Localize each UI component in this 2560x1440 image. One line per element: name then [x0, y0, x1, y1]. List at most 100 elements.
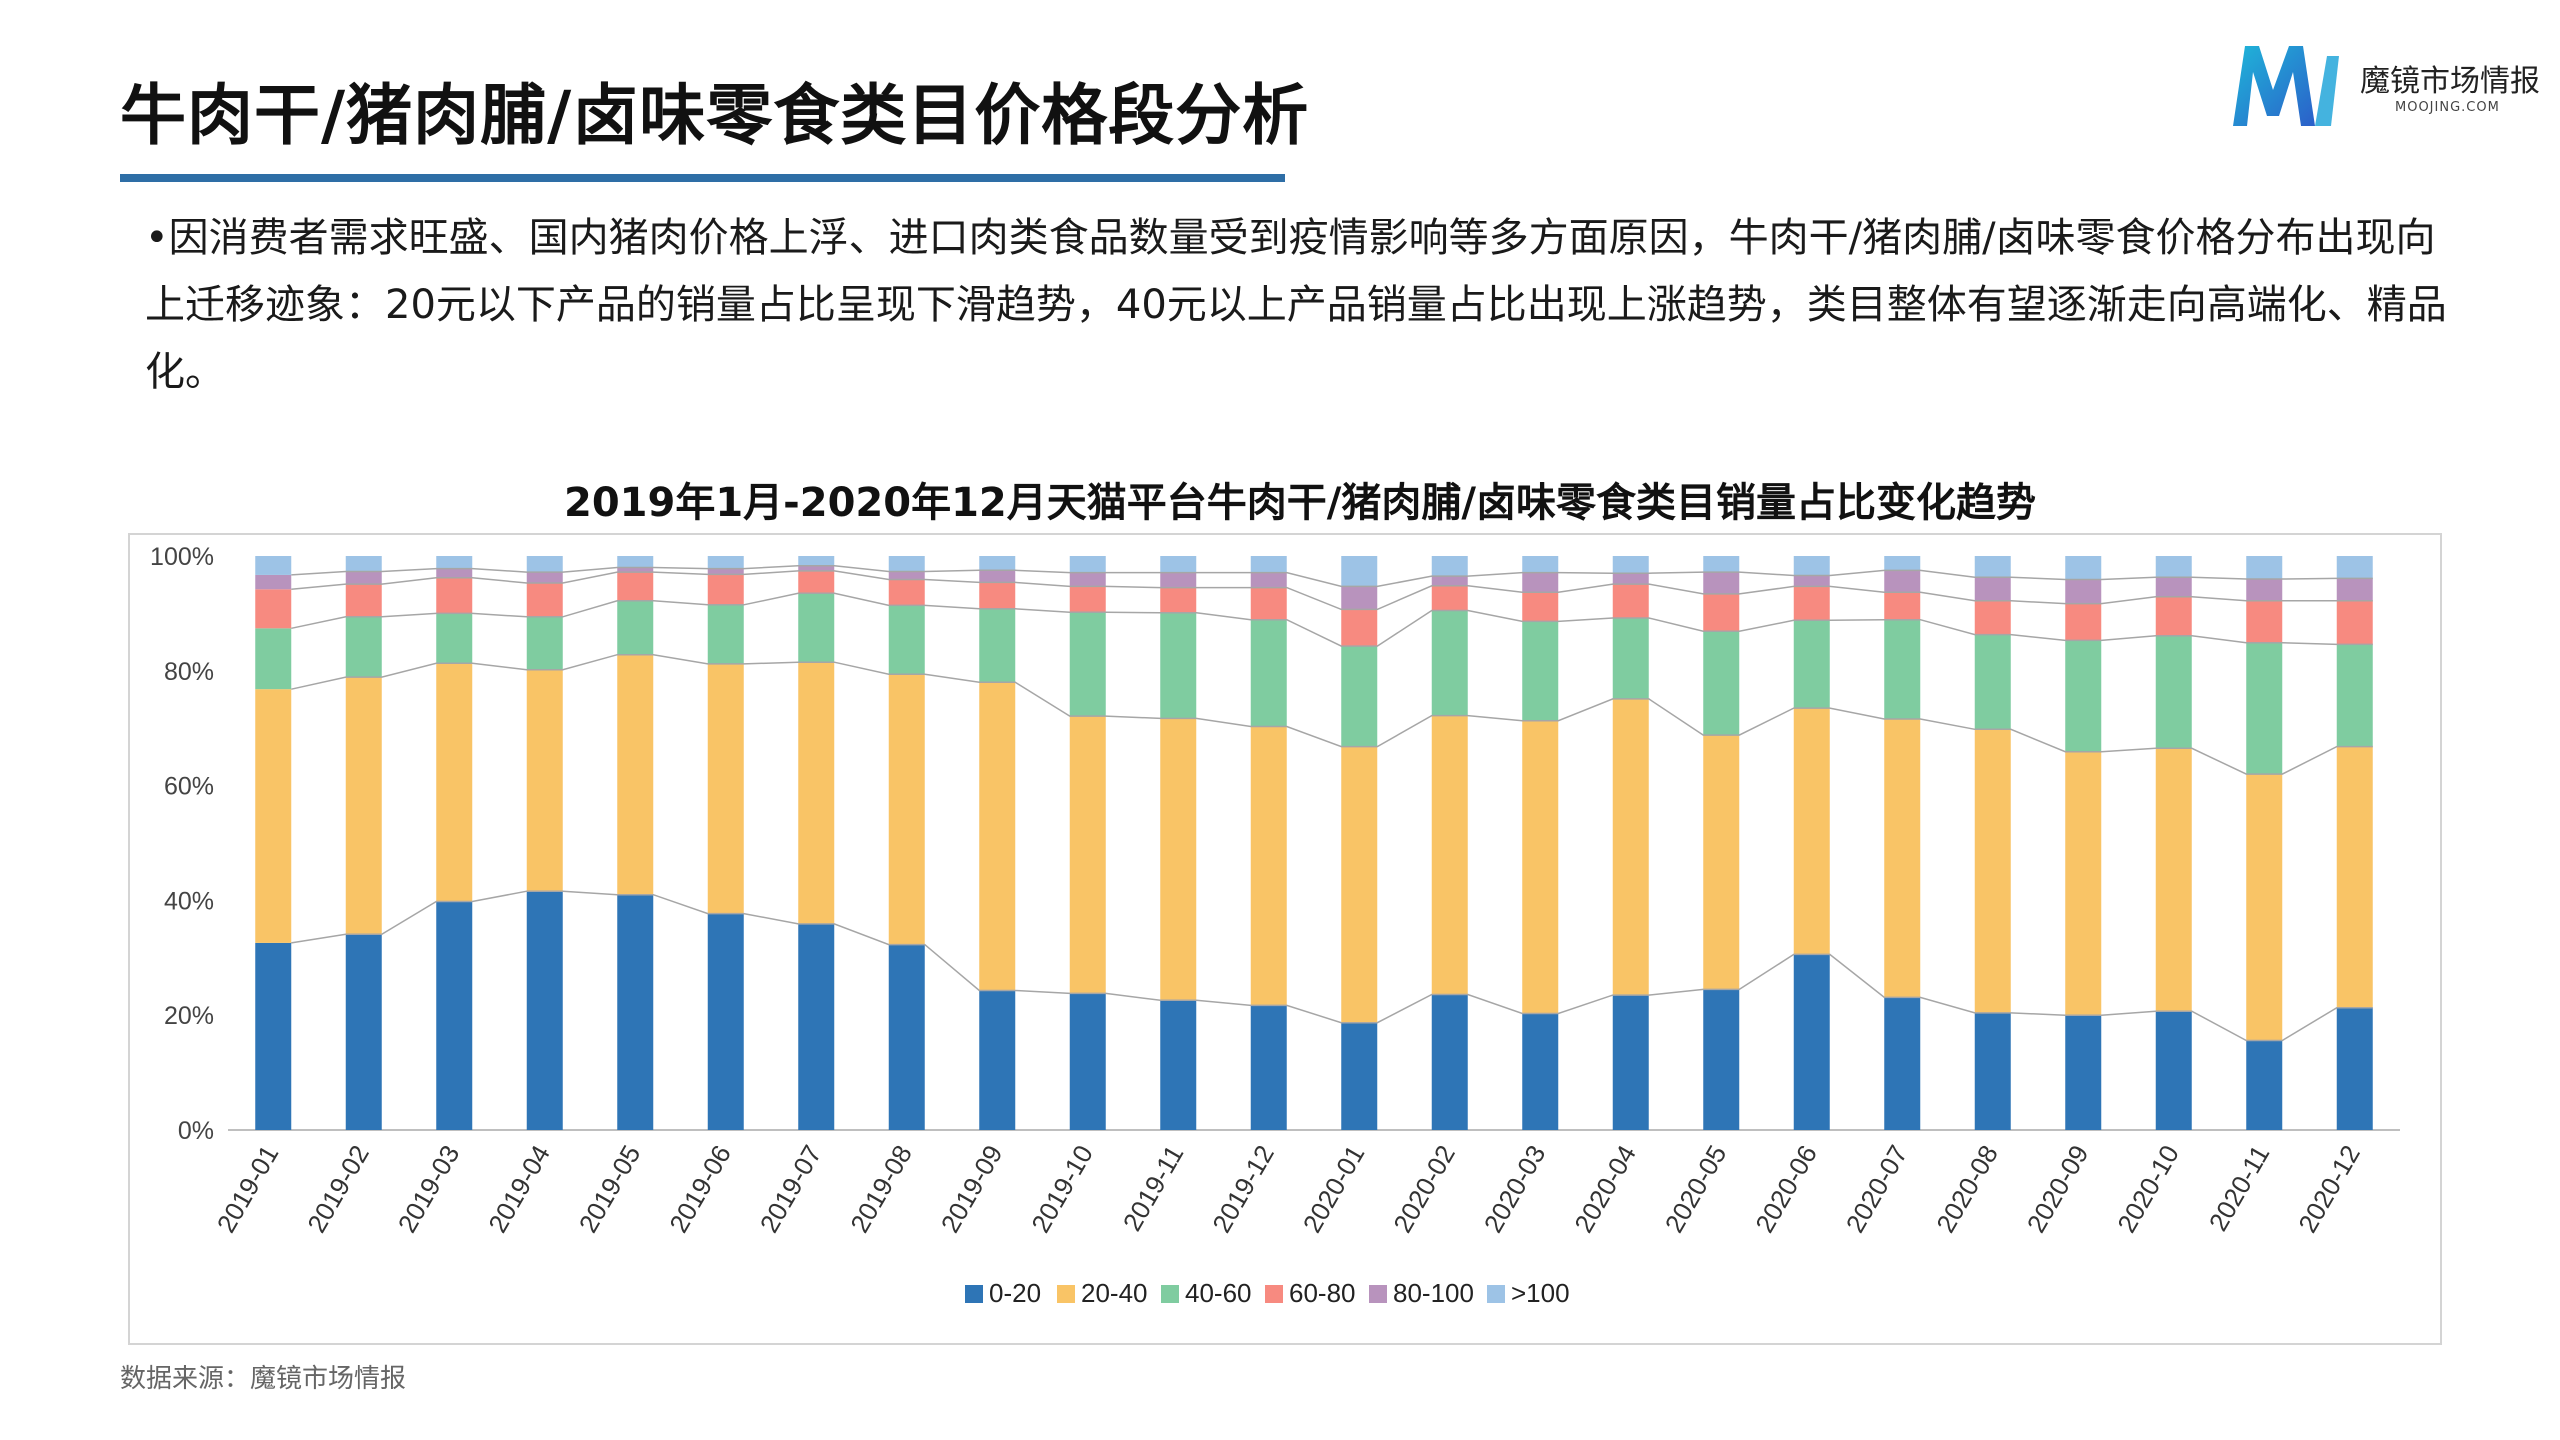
bar-segment-40-60	[979, 608, 1016, 683]
x-tick-label: 2019-06	[663, 1140, 737, 1238]
title-underline	[120, 174, 1285, 182]
bar-segment-0-20	[617, 894, 654, 1130]
bar-segment-gt100	[526, 556, 563, 573]
bar-segment-gt100	[1612, 556, 1649, 574]
bar-segment-40-60	[2246, 642, 2283, 775]
legend-label: >100	[1511, 1278, 1570, 1308]
x-tick-label: 2019-02	[301, 1140, 375, 1238]
source-note: 数据来源：魔镜市场情报	[120, 1364, 407, 1394]
bar-segment-80-100	[1341, 586, 1378, 610]
bar-segment-gt100	[1793, 556, 1830, 576]
x-tick-label: 2019-07	[754, 1140, 828, 1238]
bar-segment-80-100	[345, 571, 382, 585]
legend-label: 80-100	[1393, 1278, 1474, 1308]
bar-segment-gt100	[888, 556, 925, 572]
series-connector-line	[291, 653, 2373, 775]
legend-swatch	[1265, 1285, 1283, 1303]
bar-segment-40-60	[2336, 644, 2373, 747]
bar-segment-40-60	[1160, 612, 1197, 719]
bar-segment-0-20	[255, 942, 292, 1130]
bar-segment-gt100	[1341, 556, 1378, 587]
x-tick-label: 2020-05	[1659, 1140, 1733, 1238]
bar-segment-gt100	[798, 556, 835, 566]
x-tick-label: 2020-07	[1840, 1140, 1914, 1238]
x-tick-label: 2020-11	[2203, 1140, 2276, 1236]
bar-segment-gt100	[707, 556, 744, 569]
bar-segment-80-100	[1974, 577, 2011, 601]
bar-segment-0-20	[1250, 1005, 1287, 1130]
bar-segment-gt100	[1522, 556, 1559, 573]
bar-segment-gt100	[2155, 556, 2192, 578]
bar-segment-0-20	[436, 901, 473, 1130]
bar-segment-40-60	[436, 613, 473, 664]
analysis-text: •因消费者需求旺盛、国内猪肉价格上浮、进口肉类食品数量受到疫情影响等多方面原因，…	[145, 215, 2447, 395]
bar-segment-40-60	[2155, 635, 2192, 749]
x-tick-label: 2019-08	[844, 1140, 918, 1238]
x-tick-label: 2020-10	[2111, 1140, 2185, 1238]
bar-segment-60-80	[526, 582, 563, 617]
bar-segment-0-20	[1431, 994, 1468, 1130]
bar-segment-40-60	[1250, 619, 1287, 727]
bar-segment-80-100	[1160, 572, 1197, 588]
bar-segment-gt100	[255, 556, 292, 575]
bar-segment-60-80	[345, 584, 382, 617]
bar-segment-gt100	[436, 556, 473, 569]
bar-segment-0-20	[2336, 1007, 2373, 1130]
bar-segment-40-60	[1884, 619, 1921, 720]
bar-segment-0-20	[1160, 1000, 1197, 1130]
bar-segment-20-40	[526, 669, 563, 892]
bar-segment-40-60	[617, 600, 654, 655]
bar-segment-20-40	[798, 662, 835, 924]
bar-segment-80-100	[1793, 575, 1830, 587]
bar-segment-40-60	[345, 616, 382, 678]
bar-segment-0-20	[707, 913, 744, 1130]
series-connector-line	[291, 570, 2373, 611]
bar-segment-20-40	[1250, 726, 1287, 1006]
bar-segment-0-20	[2246, 1040, 2283, 1130]
x-tick-label: 2019-04	[482, 1140, 556, 1238]
bar-segment-40-60	[707, 604, 744, 664]
bar-segment-20-40	[1069, 716, 1106, 994]
series-connector-line	[291, 565, 2373, 588]
bar-segment-40-60	[1974, 634, 2011, 730]
bar-segment-gt100	[979, 556, 1016, 571]
bar-segment-20-40	[1431, 715, 1468, 995]
bar-segment-0-20	[798, 923, 835, 1130]
x-tick-label: 2020-12	[2292, 1140, 2366, 1238]
bar-segment-0-20	[2155, 1011, 2192, 1130]
bar-segment-0-20	[979, 990, 1016, 1130]
legend-label: 40-60	[1185, 1278, 1252, 1308]
bar-segment-60-80	[2155, 596, 2192, 636]
bar-segment-60-80	[1431, 585, 1468, 611]
bar-segment-20-40	[888, 674, 925, 945]
bar-segment-80-100	[888, 571, 925, 580]
x-tick-label: 2020-01	[1297, 1140, 1371, 1238]
brand-logo-mark-icon	[2233, 46, 2339, 126]
bar-segment-gt100	[2246, 556, 2283, 579]
x-tick-label: 2020-03	[1478, 1140, 1552, 1238]
brand-logo: 魔镜市场情报 MOOJING.COM	[2225, 38, 2545, 138]
bar-segment-0-20	[1522, 1013, 1559, 1130]
page-title: 牛肉干/猪肉脯/卤味零食类目价格段分析	[120, 77, 1310, 154]
bar-segment-20-40	[1884, 719, 1921, 998]
bar-segment-20-40	[1974, 729, 2011, 1013]
bar-segment-80-100	[1612, 573, 1649, 585]
bar-segment-60-80	[888, 579, 925, 606]
bar-segment-60-80	[1974, 600, 2011, 635]
bar-segment-60-80	[2336, 600, 2373, 645]
legend-swatch	[1487, 1285, 1505, 1303]
bar-segment-20-40	[2065, 751, 2102, 1016]
bar-segment-60-80	[436, 577, 473, 614]
bar-segment-80-100	[1884, 570, 1921, 593]
bar-segment-20-40	[1160, 718, 1197, 1001]
bar-segment-0-20	[1069, 993, 1106, 1130]
bar-segment-80-100	[1250, 572, 1287, 588]
bar-segment-40-60	[1341, 646, 1378, 747]
bar-segment-60-80	[2065, 603, 2102, 641]
bar-segment-gt100	[617, 556, 654, 568]
bar-segment-40-60	[1522, 621, 1559, 721]
series-connector-line	[291, 890, 2373, 1042]
bar-segment-80-100	[1703, 572, 1740, 594]
bar-segment-20-40	[979, 682, 1016, 991]
bar-segment-0-20	[1341, 1022, 1378, 1130]
